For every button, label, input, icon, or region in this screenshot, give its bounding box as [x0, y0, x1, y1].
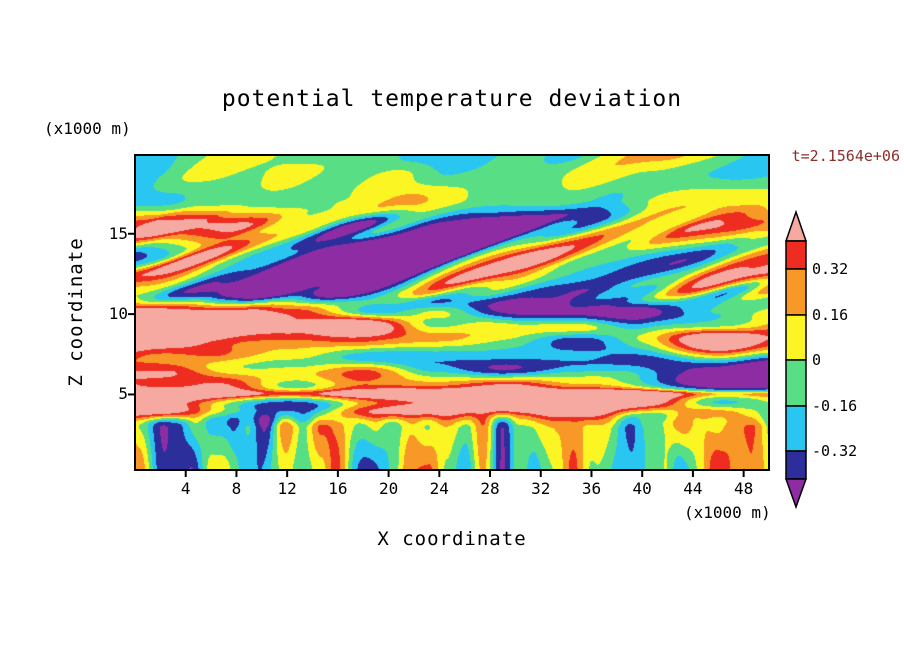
colorbar-band — [785, 268, 807, 316]
x-axis-label: X coordinate — [377, 528, 527, 550]
contour-field-canvas — [135, 155, 769, 470]
x-axis-unit-label: (x1000 m) — [684, 503, 771, 522]
colorbar-label: -0.16 — [812, 397, 858, 415]
x-tick-label: 36 — [581, 479, 602, 498]
colorbar-band — [785, 405, 807, 452]
colorbar-band — [785, 240, 807, 270]
x-tick-label: 48 — [733, 479, 754, 498]
colorbar-band — [785, 359, 807, 407]
x-tick-label: 28 — [480, 479, 500, 498]
y-tick-label: 10 — [108, 304, 128, 324]
colorbar-band — [785, 450, 807, 480]
y-axis-unit-label: (x1000 m) — [44, 119, 131, 138]
colorbar-label: 0.32 — [812, 260, 849, 278]
colorbar-bottom-arrow — [784, 478, 808, 510]
x-tick-label: 44 — [683, 479, 703, 498]
x-tick-label: 40 — [632, 479, 652, 498]
colorbar-label: 0 — [812, 351, 822, 369]
x-tick-label: 16 — [328, 479, 348, 498]
colorbar-label: -0.32 — [812, 442, 858, 460]
time-label: t=2.1564e+06 — [791, 147, 900, 165]
chart-title: potential temperature deviation — [221, 86, 683, 112]
x-tick-label: 4 — [180, 479, 191, 498]
colorbar-band — [785, 314, 807, 361]
x-tick-label: 8 — [231, 479, 242, 498]
y-axis-label: Z coordinate — [65, 237, 87, 387]
x-tick-label: 32 — [531, 479, 551, 498]
colorbar-label: 0.16 — [812, 306, 849, 324]
y-tick-label: 5 — [118, 384, 128, 404]
x-tick-label: 20 — [378, 479, 399, 498]
colorbar-top-arrow — [784, 209, 808, 242]
x-tick-label: 12 — [277, 479, 297, 498]
x-tick-label: 24 — [429, 479, 449, 498]
y-tick-label: 15 — [108, 223, 128, 243]
